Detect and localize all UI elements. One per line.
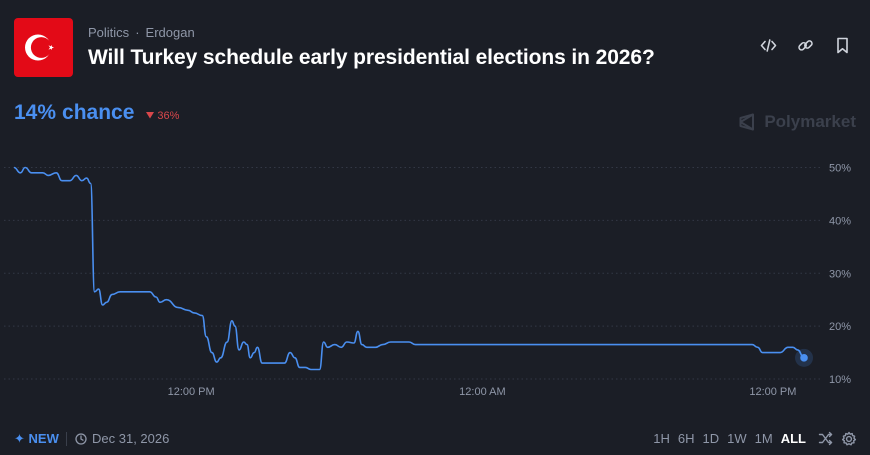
range-1m-button[interactable]: 1M: [754, 431, 773, 446]
chance-value: 14%: [14, 101, 57, 124]
price-chart[interactable]: 50% 40% 30% 20% 10% 12:00 PM 12:00 AM 12:00 PM: [0, 150, 870, 400]
link-icon[interactable]: [796, 36, 815, 55]
end-date-text: Dec 31, 2026: [92, 431, 170, 446]
chance-summary: 14% chance 36%: [14, 101, 179, 125]
turkey-flag-icon: [14, 18, 73, 77]
embed-code-icon[interactable]: [759, 36, 778, 55]
breadcrumb: Politics · Erdogan: [88, 25, 195, 40]
header-actions: [759, 36, 852, 55]
shuffle-icon[interactable]: [816, 430, 834, 448]
end-date: Dec 31, 2026: [75, 431, 169, 446]
y-tick-label: 50%: [829, 163, 851, 175]
x-tick-label: 12:00 PM: [168, 386, 215, 398]
series-line-0: [13, 166, 805, 371]
change-indicator: 36%: [146, 110, 179, 122]
new-label: NEW: [28, 431, 59, 446]
brand-name: Polymarket: [764, 112, 856, 131]
down-triangle-icon: [146, 112, 155, 119]
range-1d-button[interactable]: 1D: [702, 431, 720, 446]
x-tick-label: 12:00 PM: [749, 386, 796, 398]
sparkle-icon: ✦: [14, 431, 25, 446]
breadcrumb-category[interactable]: Politics: [88, 25, 130, 40]
y-tick-label: 40%: [829, 215, 851, 227]
brand-watermark: Polymarket: [737, 112, 856, 132]
breadcrumb-separator: ·: [135, 25, 140, 40]
y-tick-label: 20%: [829, 321, 851, 333]
y-tick-label: 30%: [829, 268, 851, 280]
settings-gear-icon[interactable]: [840, 430, 858, 448]
clock-icon: [75, 432, 87, 445]
market-title: Will Turkey schedule early presidential …: [88, 46, 655, 69]
market-flag-image: [14, 18, 73, 77]
range-1h-button[interactable]: 1H: [653, 431, 670, 446]
range-selector: 1H 6H 1D 1W 1M ALL: [649, 428, 858, 449]
current-point: [800, 354, 808, 362]
chart-footer: ✦ NEW Dec 31, 2026 1H 6H 1D 1W 1M ALL: [0, 428, 870, 450]
chance-label: chance: [62, 101, 135, 124]
polymarket-logo-icon: [739, 113, 755, 131]
bookmark-icon[interactable]: [833, 36, 852, 55]
range-1w-button[interactable]: 1W: [727, 431, 747, 446]
breadcrumb-tag[interactable]: Erdogan: [145, 25, 195, 40]
range-all-button[interactable]: ALL: [780, 431, 806, 446]
new-badge: ✦ NEW: [14, 431, 59, 447]
range-6h-button[interactable]: 6H: [677, 431, 695, 446]
footer-divider: [66, 432, 67, 446]
change-value: 36%: [157, 109, 180, 122]
y-tick-label: 10%: [829, 374, 851, 386]
x-tick-label: 12:00 AM: [459, 386, 505, 398]
